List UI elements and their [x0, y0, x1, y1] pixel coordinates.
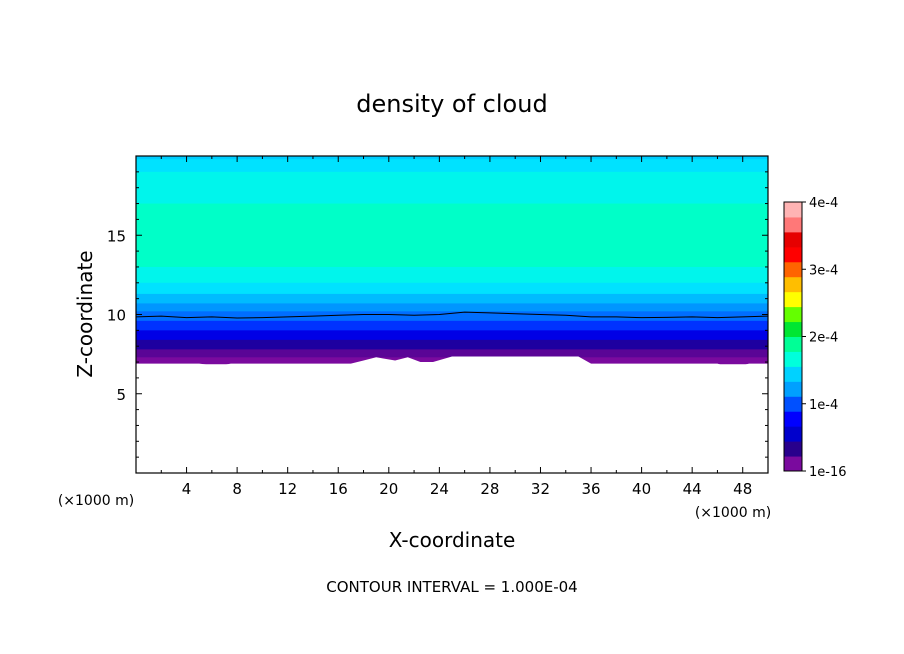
colorbar-swatch-9: [784, 321, 802, 337]
colorbar-swatch-11: [784, 291, 802, 308]
x-tick-label-20: 20: [379, 480, 398, 498]
x-tick-label-12: 12: [278, 480, 297, 498]
contour-band-3: [136, 203, 768, 268]
x-unit-label-left: (×1000 m): [58, 493, 134, 509]
colorbar-swatch-8: [784, 336, 802, 352]
x-tick-label-4: 4: [182, 480, 192, 498]
contour-band-8: [136, 311, 768, 322]
contour-field: [136, 156, 768, 473]
colorbar: 4e-4 3e-4 2e-4 1e-4 1e-16: [783, 196, 847, 480]
x-tick-label-32: 32: [531, 480, 550, 498]
y-tick-label-15: 15: [107, 227, 126, 245]
colorbar-swatch-16: [784, 216, 802, 233]
x-tick-label-36: 36: [581, 480, 600, 498]
contour-band-10: [136, 330, 768, 341]
colorbar-swatch-1: [784, 441, 802, 457]
x-unit-label-right: (×1000 m): [695, 505, 771, 521]
contour-band-11: [136, 339, 768, 350]
contour-line: [136, 311, 768, 319]
colorbar-swatch-14: [784, 246, 802, 263]
x-tick-label-8: 8: [232, 480, 242, 498]
colorbar-label-2: 2e-4: [809, 331, 838, 346]
x-axis-title: X-coordinate: [389, 528, 516, 552]
colorbar-swatch-7: [784, 351, 802, 367]
x-tick-label-40: 40: [632, 480, 651, 498]
colorbar-label-3: 1e-4: [809, 398, 838, 413]
contour-band-5: [136, 282, 768, 295]
y-axis: 5 10 15: [107, 171, 768, 458]
y-axis-title: Z-coordinate: [73, 250, 97, 377]
x-tick-label-44: 44: [683, 480, 702, 498]
x-tick-label-48: 48: [733, 480, 752, 498]
colorbar-label-4: 1e-16: [809, 465, 847, 480]
x-tick-label-28: 28: [480, 480, 499, 498]
x-axis: 4 8 12 16 20 24 28 32 36 40 44 48: [160, 156, 752, 498]
contour-band-0: [136, 156, 768, 160]
contour-band-7: [136, 303, 768, 312]
colorbar-swatch-15: [784, 231, 802, 248]
colorbar-swatch-0: [784, 456, 802, 472]
colorbar-swatch-3: [784, 411, 802, 427]
contour-interval-note: CONTOUR INTERVAL = 1.000E-04: [326, 578, 577, 596]
colorbar-swatch-13: [784, 261, 802, 278]
y-tick-label-5: 5: [116, 386, 126, 404]
y-tick-label-10: 10: [107, 307, 126, 325]
colorbar-swatch-4: [784, 396, 802, 412]
contour-band-2: [136, 171, 768, 205]
contour-band-1: [136, 159, 768, 173]
contour-band-12: [136, 349, 768, 358]
contour-band-4: [136, 266, 768, 284]
cloud-free-region: [136, 356, 768, 473]
colorbar-swatch-2: [784, 426, 802, 442]
colorbar-swatch-5: [784, 381, 802, 397]
colorbar-label-0: 4e-4: [809, 196, 838, 211]
colorbar-swatch-10: [784, 306, 802, 323]
colorbar-label-1: 3e-4: [809, 263, 838, 278]
contour-band-9: [136, 320, 768, 331]
contour-band-6: [136, 293, 768, 305]
chart-title: density of cloud: [356, 90, 547, 118]
colorbar-swatch-17: [784, 202, 802, 218]
x-tick-label-24: 24: [430, 480, 449, 498]
x-tick-label-16: 16: [329, 480, 348, 498]
colorbar-swatch-12: [784, 276, 802, 293]
colorbar-swatch-6: [784, 366, 802, 382]
